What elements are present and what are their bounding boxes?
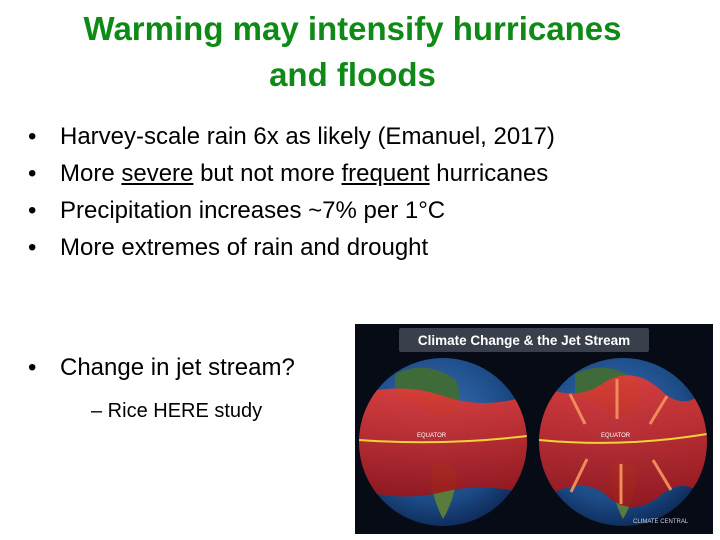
bullet-text: More	[60, 160, 122, 187]
jet-stream-figure: Climate Change & the Jet Stream EQUATOR	[355, 324, 713, 534]
arrow	[568, 393, 587, 425]
banner-box	[399, 328, 649, 352]
left-globe: EQUATOR	[359, 358, 527, 526]
arrow	[569, 458, 589, 493]
equator-line	[539, 433, 707, 444]
title-line-2: and floods	[269, 56, 436, 93]
bullet-text: Precipitation increases ~7% per 1°C	[60, 197, 446, 224]
bullet-text: hurricanes	[429, 160, 549, 187]
banner-text: Climate Change & the Jet Stream	[418, 333, 630, 348]
bullet-item: • More extremes of rain and drought	[28, 229, 555, 266]
bullet-marker: •	[28, 354, 37, 381]
bullet-marker: •	[28, 234, 37, 261]
bullet-marker: •	[28, 160, 37, 187]
climate-central-logo: CLIMATE CENTRAL	[633, 519, 689, 525]
bullet-marker: •	[28, 197, 37, 224]
sub-bullet: – Rice HERE study	[91, 400, 263, 422]
bullet-item: • More severe but not more frequent hurr…	[28, 155, 555, 192]
arrow	[651, 459, 673, 491]
title-line-1: Warming may intensify hurricanes	[83, 10, 622, 47]
slide-title: Warming may intensify hurricanes and flo…	[40, 6, 665, 98]
underlined-word-frequent: frequent	[341, 160, 430, 187]
bullet-marker: •	[28, 123, 37, 150]
bullet-item: • Harvey-scale rain 6x as likely (Emanue…	[28, 118, 555, 155]
jet-stream-bullet: • Change in jet stream?	[28, 349, 295, 386]
equator-label: EQUATOR	[417, 433, 447, 439]
bullet-list: • Harvey-scale rain 6x as likely (Emanue…	[28, 118, 555, 266]
bullet-text: Harvey-scale rain 6x as likely (Emanuel,…	[60, 123, 555, 150]
wind-arrows	[568, 379, 673, 504]
bullet-item: • Precipitation increases ~7% per 1°C	[28, 192, 555, 229]
bullet-text: Change in jet stream?	[60, 354, 295, 381]
bullet-text: More extremes of rain and drought	[60, 234, 429, 261]
equator-line	[359, 435, 527, 444]
bullet-text: but not more	[193, 160, 342, 187]
underlined-word-severe: severe	[121, 160, 194, 187]
right-globe: EQUATOR	[539, 358, 707, 526]
arrow	[648, 395, 669, 425]
equator-label: EQUATOR	[601, 433, 631, 439]
